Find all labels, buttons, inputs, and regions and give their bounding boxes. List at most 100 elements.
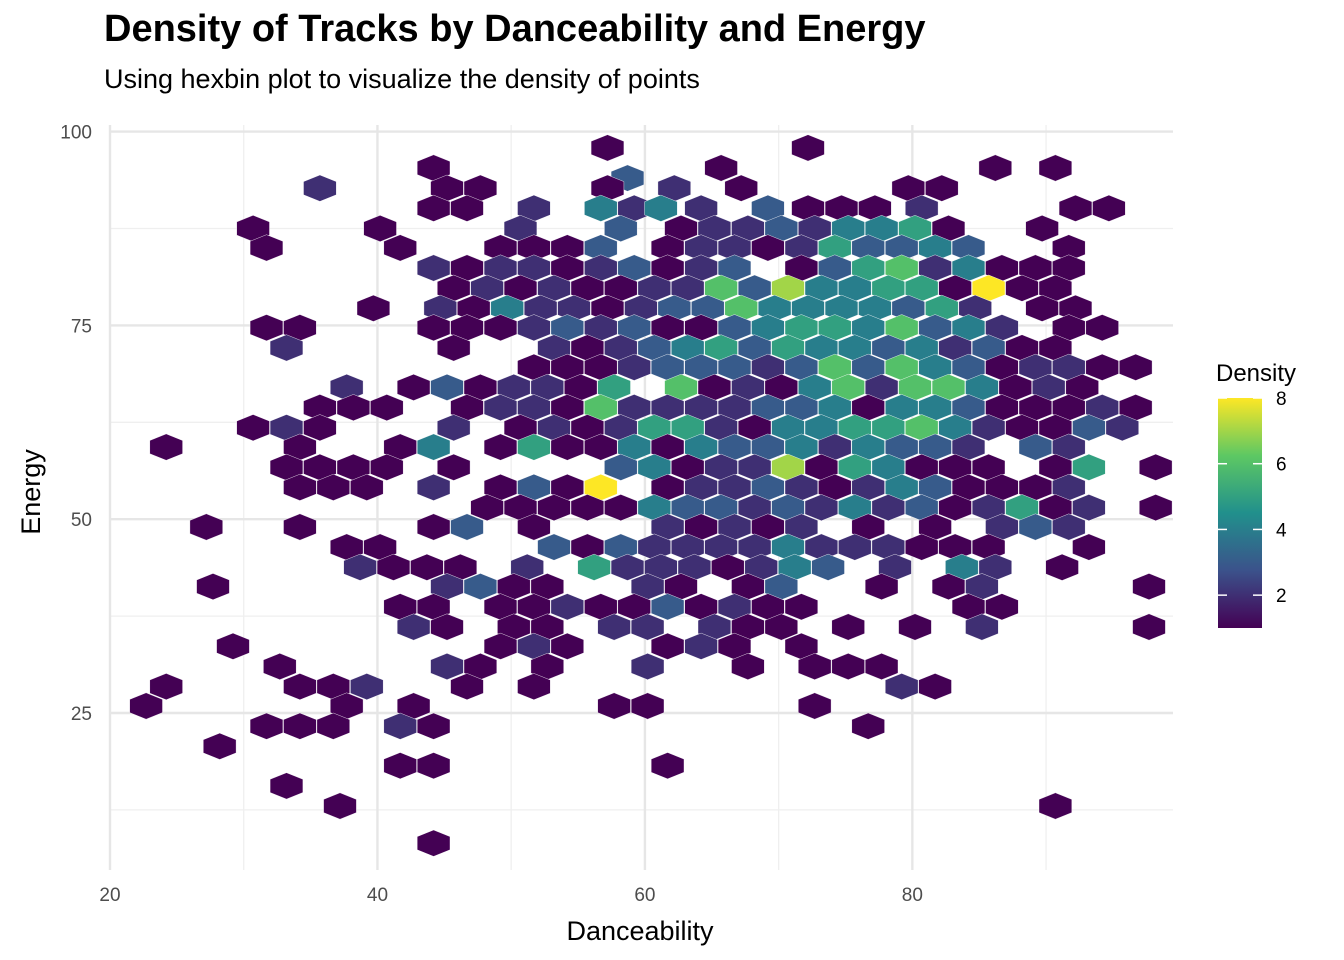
- hexbin-cell: [617, 353, 651, 381]
- legend-tick-label: 4: [1276, 520, 1287, 541]
- hexbin-cell: [1085, 314, 1119, 342]
- hexbin-cell: [1072, 494, 1106, 522]
- hexbin-cell: [570, 494, 604, 522]
- hexbin-cell: [798, 692, 832, 720]
- hexbin-cell: [356, 294, 390, 322]
- hexbin-cell: [417, 829, 451, 857]
- hexbin-cell: [550, 593, 584, 621]
- hexbin-cell: [644, 194, 678, 222]
- hexbin-cell: [269, 334, 304, 362]
- hexbin-cell: [925, 174, 959, 202]
- hexbin-cell: [437, 334, 471, 362]
- hexbin-cell: [450, 513, 484, 541]
- hexbin-cell: [1005, 274, 1039, 302]
- hexbin-cell: [724, 174, 758, 202]
- hexbin-cell: [376, 553, 411, 581]
- hexbin-cell: [1025, 215, 1059, 242]
- chart-title: Density of Tracks by Danceability and En…: [104, 8, 926, 50]
- hexbin-cell: [1139, 494, 1173, 522]
- y-axis-title: Energy: [16, 449, 46, 535]
- hexbin-cell: [383, 752, 417, 780]
- hexbin-cell: [283, 473, 317, 501]
- hexbin-cell: [811, 553, 845, 581]
- hexbin-cell: [885, 673, 919, 701]
- hexbin-cell: [537, 533, 571, 561]
- hexbin-cell: [517, 673, 551, 701]
- hexbin-cell: [1092, 194, 1126, 222]
- hexbin-cell: [203, 732, 237, 760]
- hexbin-cell: [417, 433, 451, 461]
- hexbin-cell: [189, 513, 223, 541]
- hexbin-cell: [1025, 294, 1059, 322]
- hexbin-cell: [430, 613, 464, 641]
- hexbin-cell: [363, 215, 397, 242]
- hexbin-cell: [463, 573, 497, 601]
- hexbin-cell: [129, 692, 163, 720]
- hexbin-cell: [517, 433, 551, 461]
- hexbin-cell: [791, 134, 825, 162]
- hexbin-cell: [610, 553, 645, 581]
- hexbin-cell: [1038, 154, 1073, 182]
- hexbin-cell: [517, 314, 551, 342]
- hexbin-cell: [430, 373, 464, 401]
- hexbin-cell: [865, 653, 899, 680]
- hexbin-cell: [1045, 553, 1079, 581]
- hexbin-cell: [550, 433, 584, 461]
- hexbin-cell: [731, 653, 765, 680]
- hexbin-cell: [303, 174, 337, 202]
- hexbin-cell: [1105, 414, 1139, 442]
- hexbin-cell: [417, 254, 451, 282]
- hexbin-cell: [450, 673, 484, 701]
- hexbin-cell: [931, 573, 966, 601]
- y-tick-label: 50: [71, 510, 92, 531]
- hexbin-cell: [537, 494, 571, 522]
- hexbin-cell: [651, 593, 685, 621]
- hexbin-cell: [249, 712, 284, 740]
- hexbin-cell: [470, 494, 504, 522]
- hexbin-cell: [149, 433, 183, 461]
- hexbin-cell: [316, 473, 350, 501]
- hexbin-cell: [965, 613, 999, 641]
- hexbin-cell: [865, 573, 899, 601]
- hexbin-cell: [784, 593, 818, 621]
- hexbin-cell: [383, 234, 417, 262]
- hexbin-cell: [590, 134, 625, 162]
- legend-colorbar: [1218, 398, 1262, 628]
- y-tick-label: 25: [71, 704, 92, 725]
- x-tick-label: 20: [99, 885, 120, 906]
- hexbin-cell: [417, 473, 451, 501]
- hexbin-cell: [577, 553, 611, 581]
- hexbin-cell: [978, 154, 1012, 182]
- hexbin-cell: [350, 673, 384, 701]
- hexbin-cell: [1139, 453, 1173, 481]
- hexbin-cell: [517, 513, 551, 541]
- hexbin-cell: [831, 613, 865, 641]
- hexbin-cell: [751, 234, 785, 262]
- hexbin-cell: [417, 712, 451, 740]
- x-tick-label: 80: [902, 885, 923, 906]
- axis-ticks: 20 40 60 80 25 50 75 100: [60, 123, 923, 906]
- hexbin-cell: [283, 673, 317, 701]
- hexbin-cell: [704, 154, 738, 182]
- legend-title: Density: [1216, 360, 1296, 387]
- hexbin-cell: [711, 553, 745, 581]
- chart-subtitle: Using hexbin plot to visualize the densi…: [104, 64, 700, 94]
- hexbin-cell: [1018, 433, 1053, 461]
- density-legend: Density 2 4 6 8: [1216, 360, 1296, 628]
- hexbin-cell: [249, 314, 284, 342]
- hexbin-cell: [651, 752, 685, 780]
- hexbin-cell: [631, 653, 665, 680]
- hexbin-cell: [597, 613, 631, 641]
- hexbin-cell: [336, 394, 370, 422]
- hexbin-cell: [483, 394, 518, 422]
- hexbin-cell: [918, 673, 952, 701]
- hexbin-cell: [249, 234, 284, 262]
- hexbin-cell: [437, 414, 471, 442]
- hexbin-cell: [350, 473, 384, 501]
- hexbin-cell: [631, 692, 665, 720]
- hexbin-cell: [383, 712, 417, 740]
- hexbin-cell: [1038, 792, 1073, 820]
- hexbin-cell: [1058, 194, 1093, 222]
- hexbin-cell: [898, 613, 932, 641]
